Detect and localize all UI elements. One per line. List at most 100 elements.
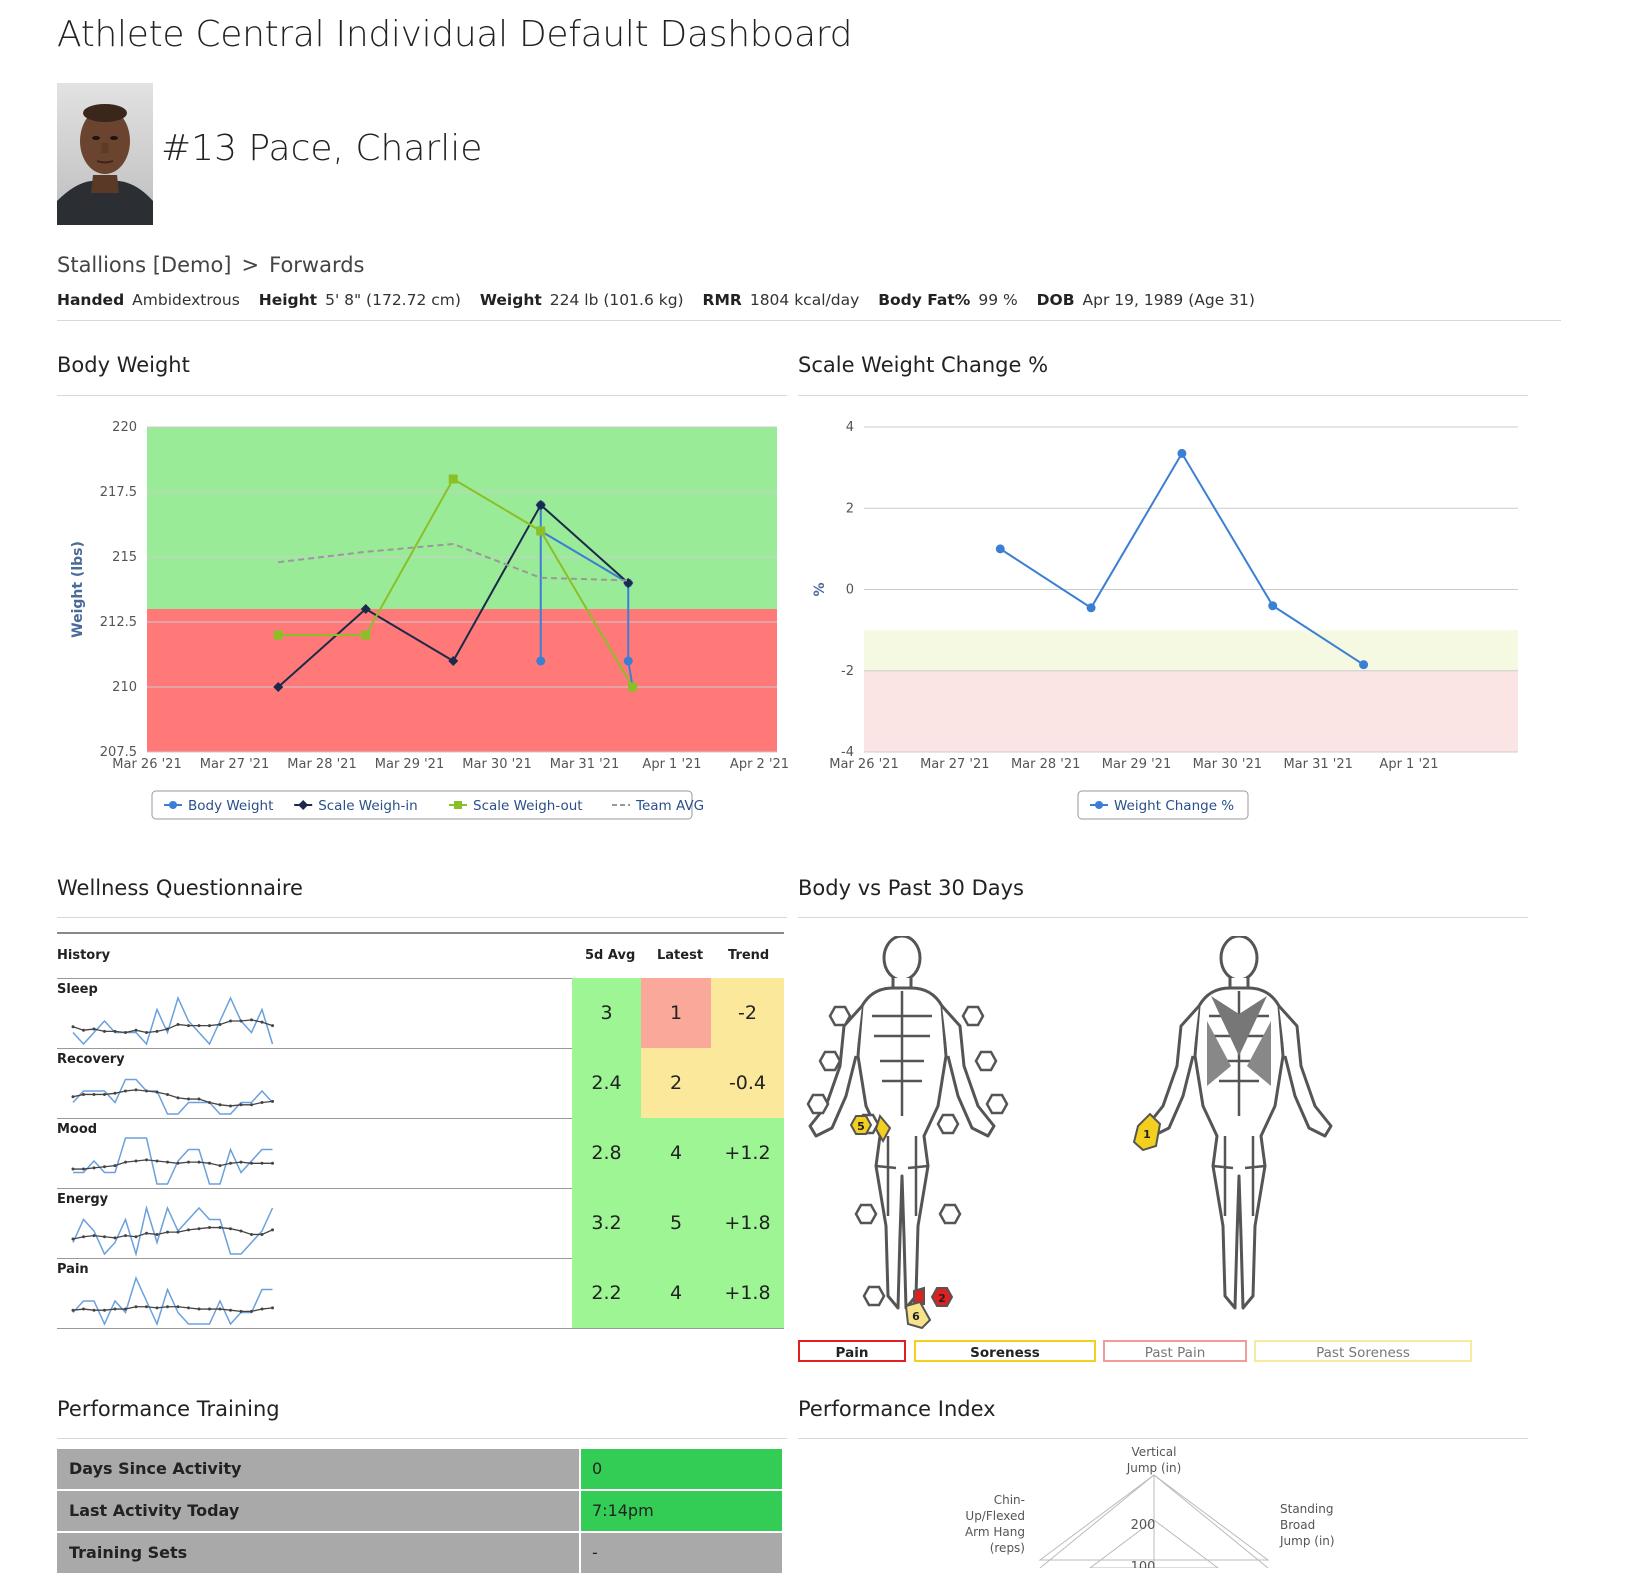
sparkline-point — [71, 1237, 75, 1241]
section-title-wellness: Wellness Questionnaire — [57, 876, 303, 900]
sparkline-point — [218, 1164, 222, 1168]
sparkline-point — [92, 1166, 96, 1170]
sparkline-point — [103, 1235, 106, 1239]
legend-box[interactable] — [1077, 790, 1249, 820]
sparkline-point — [82, 1235, 85, 1239]
data-point[interactable] — [1268, 601, 1278, 611]
data-point[interactable] — [273, 682, 284, 692]
data-point[interactable] — [535, 500, 546, 510]
data-point[interactable] — [536, 526, 546, 536]
sparkline-point — [176, 1230, 180, 1234]
col-5d-avg: 5d Avg — [585, 948, 636, 963]
wellness-row-label: Mood — [57, 1122, 98, 1137]
sparkline-point — [260, 1161, 264, 1165]
body-front[interactable] — [808, 934, 996, 1310]
legend-item[interactable]: Weight Change % — [1114, 798, 1234, 814]
y-tick-label: 4 — [846, 420, 854, 435]
sparkline-point — [113, 1091, 117, 1095]
wellness-trend: +1.8 — [711, 1258, 784, 1328]
body-map-figures[interactable]: 5 2 6 1 — [798, 934, 1538, 1356]
sparkline-point — [176, 1305, 180, 1309]
x-tick-label: Mar 31 '21 — [550, 757, 619, 772]
info-value-dob: Apr 19, 1989 (Age 31) — [1082, 291, 1255, 309]
breadcrumb-group[interactable]: Forwards — [269, 253, 365, 277]
data-point[interactable] — [448, 656, 459, 666]
wellness-trend: -2 — [711, 978, 784, 1048]
scale-change-chart: -4 -2 0 2 4 Mar 26 '21 Mar 27 '21 Mar 28 '21 Mar… — [812, 420, 1518, 820]
sparkline-point — [145, 1089, 148, 1093]
legend-marker — [454, 801, 462, 809]
legend-item[interactable]: Scale Weigh-in — [318, 798, 418, 814]
marker-2[interactable]: 2 — [913, 1286, 954, 1308]
legend-item[interactable]: Team AVG — [635, 798, 704, 814]
marker-1[interactable]: 1 — [1132, 1112, 1162, 1152]
legend-marker — [169, 801, 177, 809]
data-point[interactable] — [623, 656, 633, 666]
legend-box[interactable] — [151, 790, 693, 820]
x-tick-label: Apr 2 '21 — [730, 757, 789, 772]
wellness-row-label: Energy — [57, 1192, 109, 1207]
sparkline-point — [250, 1018, 253, 1022]
sparkline-point — [103, 1308, 106, 1312]
legend-marker — [1095, 801, 1103, 809]
section-divider — [798, 917, 1528, 918]
training-row: Days Since Activity 0 — [57, 1449, 782, 1491]
data-point[interactable] — [995, 544, 1005, 554]
legend-item[interactable]: Scale Weigh-out — [473, 798, 583, 814]
legend-item[interactable]: Body Weight — [188, 798, 273, 814]
wellness-latest: 4 — [641, 1118, 711, 1188]
sparkline-point — [250, 1232, 253, 1236]
sparkline-point — [271, 1099, 274, 1103]
sparkline-point — [260, 1020, 264, 1024]
legend-past-pain[interactable]: Past Pain — [1103, 1340, 1247, 1362]
sparkline-point — [113, 1029, 117, 1033]
data-point[interactable] — [536, 656, 546, 666]
section-divider — [57, 917, 787, 918]
radar-axis-chin-l3: Arm Hang — [965, 1525, 1025, 1539]
legend-past-soreness[interactable]: Past Soreness — [1254, 1340, 1472, 1362]
marker-5[interactable]: 5 — [849, 1113, 892, 1144]
sparkline-point — [229, 1227, 232, 1231]
info-label-bodyfat: Body Fat% — [878, 291, 971, 309]
sparkline-point — [145, 1158, 148, 1162]
wellness-5d-avg: 3 — [572, 978, 641, 1048]
marker-6[interactable]: 6 — [904, 1300, 932, 1330]
section-title-scale-change: Scale Weight Change % — [798, 353, 1049, 377]
info-label-handed: Handed — [57, 291, 125, 309]
wellness-row-label: Recovery — [57, 1052, 125, 1067]
info-value-handed: Ambidextrous — [132, 291, 240, 309]
legend-soreness[interactable]: Soreness — [914, 1340, 1096, 1362]
body-map[interactable]: 5 2 6 1 — [798, 934, 1538, 1356]
y-tick-label: 215 — [112, 550, 137, 565]
radar-axis-chin-l4: (reps) — [990, 1541, 1025, 1555]
breadcrumb-team[interactable]: Stallions [Demo] — [57, 253, 232, 277]
sparkline-point — [229, 1104, 232, 1108]
section-title-perf-training: Performance Training — [57, 1397, 280, 1421]
info-label-dob: DOB — [1036, 291, 1075, 309]
sparkline-point — [176, 1161, 180, 1165]
sparkline-point — [103, 1092, 106, 1096]
data-point[interactable] — [1086, 603, 1096, 613]
data-point[interactable] — [361, 630, 371, 640]
data-point[interactable] — [628, 682, 638, 692]
data-point[interactable] — [1177, 448, 1187, 458]
data-point[interactable] — [1359, 660, 1369, 670]
sparkline-point — [260, 1101, 264, 1104]
x-tick-label: Mar 26 '21 — [829, 757, 898, 772]
legend-pain[interactable]: Pain — [798, 1340, 906, 1362]
data-point[interactable] — [448, 474, 458, 484]
x-tick-label: Mar 28 '21 — [287, 757, 356, 772]
body-back[interactable] — [1145, 934, 1333, 1310]
wellness-trend: +1.8 — [711, 1188, 784, 1258]
sparkline-point — [92, 1308, 96, 1312]
sparkline-point — [187, 1228, 190, 1232]
info-label-height: Height — [258, 291, 318, 309]
sparkline-point — [176, 1022, 180, 1026]
sparkline-point — [134, 1028, 138, 1032]
data-point[interactable] — [273, 630, 283, 640]
wellness-latest: 4 — [641, 1258, 711, 1328]
sparkline — [71, 1205, 274, 1257]
y-tick-label: 220 — [112, 420, 137, 435]
data-point[interactable] — [360, 604, 371, 614]
sparkline-point — [208, 1024, 211, 1028]
